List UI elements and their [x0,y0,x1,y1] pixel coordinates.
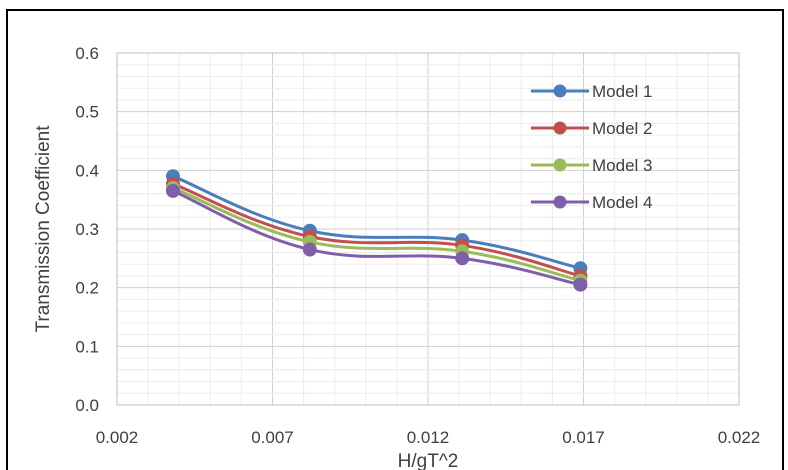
data-point [573,277,588,292]
x-tick-label: 0.002 [96,428,139,447]
legend-label: Model 4 [592,193,652,212]
legend: Model 1 Model 2 Model 3 Model 4 [531,82,652,212]
y-tick-label: 0.6 [75,44,99,63]
legend-swatch-marker [553,84,567,98]
legend-item: Model 2 [531,119,652,138]
y-tick-label: 0.2 [75,279,99,298]
gridlines [116,52,740,406]
y-axis-title: Transmission Coefficient [33,125,54,333]
x-axis-tick-labels: 0.002 0.007 0.012 0.017 0.022 [96,428,761,447]
legend-item: Model 1 [531,82,652,101]
series-lines [165,169,588,292]
y-tick-label: 0.0 [75,396,99,415]
x-tick-label: 0.007 [251,428,294,447]
legend-label: Model 1 [592,82,652,101]
data-point [302,242,317,257]
series-line [172,186,581,283]
series-line [172,174,581,270]
y-tick-label: 0.5 [75,103,99,122]
x-axis-title: H/gT^2 [398,451,459,470]
series-line [172,189,581,287]
series-line [172,182,581,278]
x-tick-label: 0.012 [407,428,450,447]
legend-label: Model 3 [592,156,652,175]
y-axis-tick-labels: 0.0 0.1 0.2 0.3 0.4 0.5 0.6 [75,44,99,415]
legend-swatch-marker [553,158,567,172]
series-4 [165,183,588,292]
y-tick-label: 0.1 [75,337,99,356]
data-point [455,251,470,266]
legend-swatch-marker [553,121,567,135]
chart-border [6,9,784,470]
legend-label: Model 2 [592,119,652,138]
y-tick-label: 0.3 [75,220,99,239]
legend-swatch-marker [553,195,567,209]
legend-item: Model 4 [531,193,652,212]
plot-area-border [116,52,740,406]
x-tick-label: 0.022 [718,428,761,447]
x-tick-label: 0.017 [562,428,605,447]
data-point [165,183,180,198]
y-tick-label: 0.4 [75,161,99,180]
legend-item: Model 3 [531,156,652,175]
